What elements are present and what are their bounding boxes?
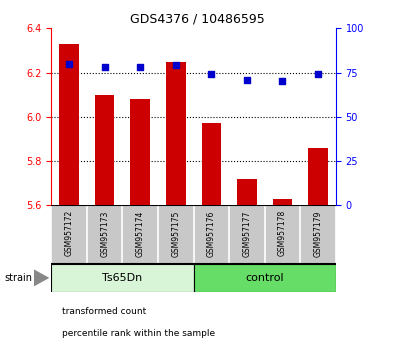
Text: GSM957176: GSM957176	[207, 210, 216, 257]
Text: control: control	[245, 273, 284, 283]
Polygon shape	[34, 269, 49, 287]
Text: GSM957174: GSM957174	[136, 210, 145, 257]
Point	[66, 61, 72, 67]
Point	[279, 79, 286, 84]
Bar	[194, 264, 336, 292]
Point	[137, 64, 143, 70]
Text: GSM957175: GSM957175	[171, 210, 180, 257]
Bar	[59, 44, 79, 205]
Point	[208, 72, 214, 77]
Text: GSM957177: GSM957177	[243, 210, 251, 257]
Bar	[166, 62, 186, 205]
Bar	[237, 179, 257, 205]
Text: GSM957173: GSM957173	[100, 210, 109, 257]
Text: Ts65Dn: Ts65Dn	[102, 273, 143, 283]
Text: GSM957172: GSM957172	[65, 210, 73, 257]
Text: GSM957178: GSM957178	[278, 210, 287, 257]
Point	[102, 64, 108, 70]
Bar	[51, 264, 194, 292]
Point	[315, 72, 321, 77]
Point	[244, 77, 250, 82]
Text: strain: strain	[4, 273, 32, 283]
Bar	[130, 99, 150, 205]
Bar	[308, 148, 328, 205]
Bar	[273, 199, 292, 205]
Bar	[201, 124, 221, 205]
Text: GDS4376 / 10486595: GDS4376 / 10486595	[130, 12, 265, 25]
Text: transformed count: transformed count	[62, 307, 146, 316]
Point	[173, 63, 179, 68]
Text: percentile rank within the sample: percentile rank within the sample	[62, 329, 215, 338]
Bar	[95, 95, 115, 205]
Text: GSM957179: GSM957179	[314, 210, 322, 257]
